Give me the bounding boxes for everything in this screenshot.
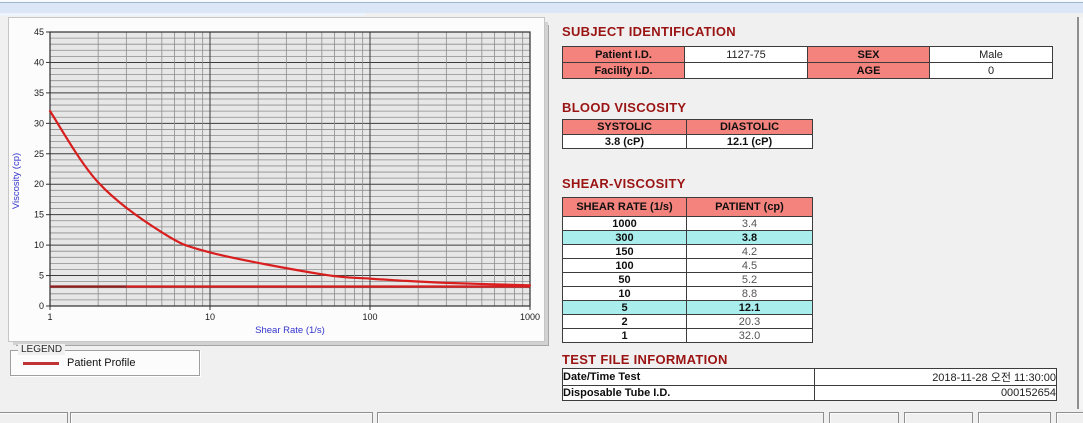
patient-id-value: 1127-75 xyxy=(684,46,808,63)
shear-row-2: 2 20.3 xyxy=(562,314,813,329)
patient-viscosity-cell: 4.5 xyxy=(686,258,813,273)
panel-top-highlight xyxy=(0,13,365,16)
shear-rate-cell: 5 xyxy=(562,300,687,315)
sex-label: SEX xyxy=(807,46,930,63)
patient-viscosity-cell: 12.1 xyxy=(686,300,813,315)
facility-id-value xyxy=(684,62,808,79)
legend-series-label: Patient Profile xyxy=(67,357,136,369)
svg-text:1000: 1000 xyxy=(520,312,540,322)
shear-row-1: 1 32.0 xyxy=(562,328,813,343)
subject-identification-title: SUBJECT IDENTIFICATION xyxy=(562,24,736,39)
shear-row-5: 5 12.1 xyxy=(562,300,813,315)
svg-text:100: 100 xyxy=(362,312,377,322)
shear-rate-cell: 300 xyxy=(562,230,687,245)
patient-viscosity-cell: 3.4 xyxy=(686,216,813,231)
table-header-row: SHEAR RATE (1/s) PATIENT (cp) xyxy=(562,197,813,217)
blood-viscosity-table: SYSTOLIC DIASTOLIC 3.8 (cP) 12.1 (cP) xyxy=(562,119,813,149)
svg-text:40: 40 xyxy=(34,57,44,67)
bottom-button-strip-2[interactable] xyxy=(70,412,373,423)
shear-row-50: 50 5.2 xyxy=(562,272,813,287)
svg-text:Viscosity (cp): Viscosity (cp) xyxy=(11,153,22,209)
test-file-information-table: Date/Time Test 2018-11-28 오전 11:30:00 Di… xyxy=(562,368,1057,401)
shear-row-10: 10 8.8 xyxy=(562,286,813,301)
window-top-border xyxy=(0,2,1083,3)
legend-box: LEGEND Patient Profile xyxy=(10,344,200,376)
facility-id-label: Facility I.D. xyxy=(562,62,685,79)
svg-text:10: 10 xyxy=(34,240,44,250)
patient-profile-line-icon xyxy=(23,361,59,365)
patient-viscosity-cell: 4.2 xyxy=(686,244,813,259)
age-label: AGE xyxy=(807,62,930,79)
test-file-information-title: TEST FILE INFORMATION xyxy=(562,352,728,367)
window-title-strip xyxy=(0,3,1083,13)
shear-rate-cell: 1000 xyxy=(562,216,687,231)
bottom-button-strip-5[interactable] xyxy=(904,412,973,423)
viscosity-chart-panel: 0 5 10 15 20 25 30 35 40 45 1 10 100 1000 Shear Rate (… xyxy=(8,17,545,342)
svg-text:45: 45 xyxy=(34,27,44,37)
shear-row-1000: 1000 3.4 xyxy=(562,216,813,231)
bottom-button-strip-7[interactable] xyxy=(1056,412,1083,423)
shear-rate-cell: 1 xyxy=(562,328,687,343)
panel-right-edge xyxy=(1077,17,1079,409)
systolic-value: 3.8 (cP) xyxy=(562,134,687,149)
diastolic-value: 12.1 (cP) xyxy=(686,134,813,149)
svg-text:15: 15 xyxy=(34,210,44,220)
patient-viscosity-cell: 3.8 xyxy=(686,230,813,245)
shear-row-300: 300 3.8 xyxy=(562,230,813,245)
svg-text:0: 0 xyxy=(39,301,44,311)
bottom-button-strip-4[interactable] xyxy=(829,412,899,423)
patient-viscosity-cell: 32.0 xyxy=(686,328,813,343)
table-row: SYSTOLIC DIASTOLIC xyxy=(562,119,813,135)
svg-text:20: 20 xyxy=(34,179,44,189)
patient-column-header: PATIENT (cp) xyxy=(686,197,813,217)
shear-rate-cell: 2 xyxy=(562,314,687,329)
shear-viscosity-table: SHEAR RATE (1/s) PATIENT (cp) 1000 3.4 300… xyxy=(562,197,813,343)
svg-text:1: 1 xyxy=(47,312,52,322)
diastolic-header: DIASTOLIC xyxy=(686,119,813,135)
svg-text:Shear Rate (1/s): Shear Rate (1/s) xyxy=(255,325,325,336)
shear-rate-column-header: SHEAR RATE (1/s) xyxy=(562,197,687,217)
svg-text:5: 5 xyxy=(39,271,44,281)
window-top-highlight xyxy=(0,0,1083,2)
subject-identification-table: Patient I.D. 1127-75 SEX Male Facility I… xyxy=(562,46,1053,79)
legend-box-label: LEGEND xyxy=(18,344,66,355)
table-row: Disposable Tube I.D. 000152654 xyxy=(562,385,1057,401)
age-value: 0 xyxy=(929,62,1053,79)
bottom-button-strip-3[interactable] xyxy=(377,412,824,423)
shear-rate-cell: 10 xyxy=(562,286,687,301)
patient-viscosity-cell: 20.3 xyxy=(686,314,813,329)
patient-viscosity-cell: 5.2 xyxy=(686,272,813,287)
svg-text:25: 25 xyxy=(34,149,44,159)
shear-rate-cell: 150 xyxy=(562,244,687,259)
date-time-test-label: Date/Time Test xyxy=(562,368,815,386)
table-row: Date/Time Test 2018-11-28 오전 11:30:00 xyxy=(562,368,1057,386)
bottom-button-strip-6[interactable] xyxy=(978,412,1051,423)
svg-text:10: 10 xyxy=(205,312,215,322)
patient-id-label: Patient I.D. xyxy=(562,46,685,63)
table-row: 3.8 (cP) 12.1 (cP) xyxy=(562,134,813,149)
panel-right-edge-highlight xyxy=(1079,17,1083,409)
table-row: Patient I.D. 1127-75 SEX Male xyxy=(562,46,1053,63)
sex-value: Male xyxy=(929,46,1053,63)
patient-viscosity-cell: 8.8 xyxy=(686,286,813,301)
date-time-test-value: 2018-11-28 오전 11:30:00 xyxy=(814,368,1057,386)
disposable-tube-id-value: 000152654 xyxy=(814,385,1057,401)
table-row: Facility I.D. AGE 0 xyxy=(562,62,1053,79)
shear-rate-cell: 100 xyxy=(562,258,687,273)
blood-viscosity-title: BLOOD VISCOSITY xyxy=(562,100,687,115)
svg-text:35: 35 xyxy=(34,88,44,98)
bottom-button-strip-1[interactable] xyxy=(0,412,68,423)
shear-row-100: 100 4.5 xyxy=(562,258,813,273)
shear-row-150: 150 4.2 xyxy=(562,244,813,259)
shear-rate-cell: 50 xyxy=(562,272,687,287)
shear-table-body: 1000 3.4 300 3.8 150 4.2 100 4.5 50 5.2 10 8.8 5 12.1… xyxy=(562,216,813,343)
shear-viscosity-chart: 0 5 10 15 20 25 30 35 40 45 1 10 100 1000 Shear Rate (… xyxy=(11,27,540,336)
svg-text:30: 30 xyxy=(34,118,44,128)
systolic-header: SYSTOLIC xyxy=(562,119,687,135)
disposable-tube-id-label: Disposable Tube I.D. xyxy=(562,385,815,401)
shear-viscosity-title: SHEAR-VISCOSITY xyxy=(562,176,686,191)
